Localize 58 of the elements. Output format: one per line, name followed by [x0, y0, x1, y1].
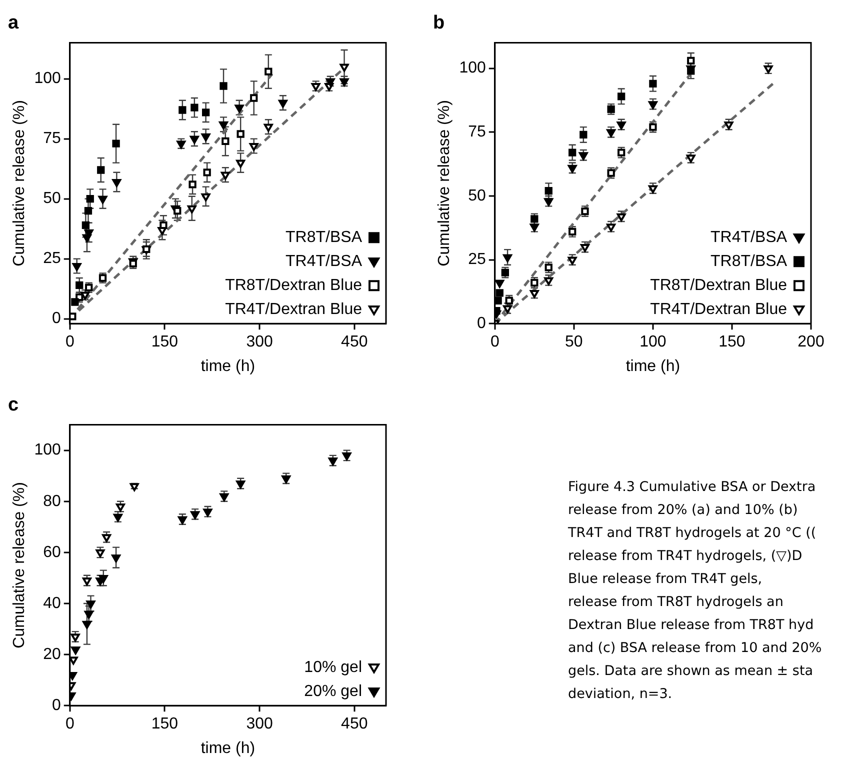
y-tick-label: 80: [43, 492, 61, 510]
x-axis-title: time (h): [200, 358, 256, 375]
chart-title: b: [433, 12, 445, 34]
x-tick-label: 150: [151, 716, 178, 733]
y-tick-label: 50: [468, 187, 486, 204]
x-tick-label: 450: [341, 716, 368, 733]
y-tick-label: 25: [468, 251, 486, 268]
x-tick-label: 450: [341, 334, 368, 351]
chart-title: c: [8, 394, 19, 416]
legend-label: TR4T/Dextran Blue: [650, 301, 788, 318]
legend-label: TR4T/BSA: [710, 229, 788, 246]
legend-label: TR8T/BSA: [286, 229, 362, 246]
x-tick-label: 0: [490, 334, 500, 351]
y-tick-label: 100: [34, 442, 61, 459]
text: gels. Data are shown as mean ± sta: [568, 662, 814, 681]
y-tick-label: 25: [43, 250, 61, 268]
y-tick-label: 20: [43, 646, 61, 663]
chart-title: a: [8, 12, 19, 34]
y-tick-label: 0: [476, 315, 486, 332]
text: and (c) BSA release from 10 and 20%: [568, 639, 822, 658]
y-axis-title: Cumulative release (%): [11, 482, 28, 648]
y-tick-label: 40: [43, 594, 61, 612]
y-tick-label: 0: [52, 310, 61, 328]
legend-label: 10% gel: [304, 659, 362, 676]
legend-label: TR4T/Dextran Blue: [225, 301, 362, 318]
x-tick-label: 0: [65, 334, 74, 351]
x-tick-label: 50: [565, 334, 583, 351]
x-tick-label: 150: [718, 334, 746, 351]
legend-label: TR8T/BSA: [710, 253, 788, 270]
x-tick-label: 200: [798, 334, 824, 351]
text: release from 20% (a) and 10% (b): [568, 501, 799, 520]
x-tick-label: 300: [246, 334, 274, 351]
y-tick-label: 60: [43, 544, 61, 561]
y-tick-label: 0: [52, 697, 61, 714]
legend-label: TR4T/BSA: [286, 253, 362, 270]
x-axis-title: time (h): [200, 740, 256, 757]
legend-label: TR8T/Dextran Blue: [650, 277, 788, 294]
caption: Figure 4.3 Cumulative BSA or Dextra: [568, 478, 817, 497]
text: release from TR8T hydrogels an: [568, 593, 784, 612]
legend-label: TR8T/Dextran Blue: [225, 277, 362, 294]
y-tick-label: 100: [34, 70, 61, 88]
text: deviation, n=3.: [568, 685, 674, 704]
x-tick-label: 100: [640, 334, 666, 351]
x-tick-label: 300: [246, 716, 274, 733]
y-tick-label: 75: [43, 130, 61, 148]
text: TR4T and TR8T hydrogels at 20 °C ((: [568, 524, 818, 543]
legend-label: 20% gel: [304, 683, 362, 700]
x-tick-label: 150: [151, 334, 178, 351]
y-tick-label: 75: [468, 124, 486, 141]
y-axis-title: Cumulative release (%): [436, 100, 454, 266]
y-tick-label: 100: [459, 60, 486, 77]
x-tick-label: 0: [65, 716, 74, 733]
y-axis-title: Cumulative release (%): [11, 100, 28, 266]
text: release from TR4T hydrogels, (▽)D: [568, 547, 804, 566]
x-axis-title: time (h): [626, 358, 680, 375]
text: Blue release from TR4T gels,: [568, 570, 764, 589]
y-tick-label: 50: [43, 190, 61, 208]
text: Dextran Blue release from TR8T hyd: [568, 616, 815, 635]
